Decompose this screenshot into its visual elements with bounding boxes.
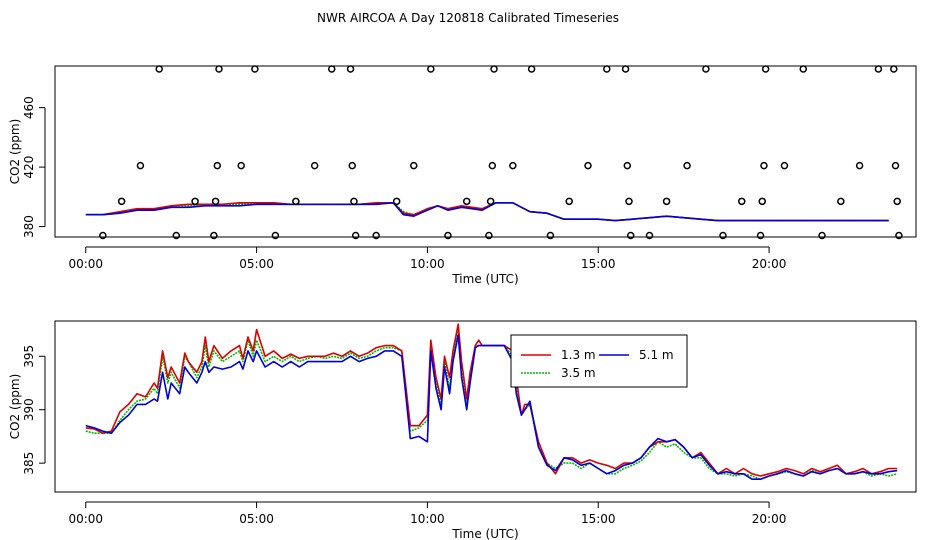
legend-label-1-3-m: 1.3 m xyxy=(561,348,596,362)
data-point xyxy=(621,65,630,73)
series-line-1-3-m xyxy=(85,323,898,477)
data-point xyxy=(191,197,199,206)
data-point xyxy=(410,161,418,170)
data-point xyxy=(350,197,358,206)
data-point xyxy=(799,65,807,73)
x-tick-label: 15:00 xyxy=(581,257,616,271)
data-point xyxy=(584,161,592,170)
panel-top: 00:00 05:00 10:00 15:00 20:00 Time (UTC) 380 42… xyxy=(8,65,917,286)
data-point xyxy=(211,197,220,206)
x-tick-label: 15:00 xyxy=(581,512,616,526)
legend: 1.3 m 3.5 m 5.1 m xyxy=(510,334,688,388)
data-point xyxy=(780,161,789,170)
data-point xyxy=(891,161,900,170)
data-point xyxy=(683,161,691,170)
y-tick-label: 380 xyxy=(22,215,36,238)
x-axis-label: Time (UTC) xyxy=(451,272,518,286)
data-point xyxy=(210,231,218,240)
data-point xyxy=(702,65,710,73)
x-tick-label: 00:00 xyxy=(68,512,103,526)
data-point xyxy=(761,65,770,73)
data-point xyxy=(372,231,380,240)
y-tick-label: 420 xyxy=(22,156,36,179)
plot-frame xyxy=(54,65,917,238)
data-point xyxy=(509,161,517,170)
y-tick-label: 460 xyxy=(22,96,36,119)
legend-box xyxy=(510,334,688,388)
data-point xyxy=(328,65,336,73)
data-point xyxy=(172,231,181,240)
data-point xyxy=(756,231,765,240)
data-point xyxy=(490,65,498,73)
data-point xyxy=(893,197,901,206)
y-tick-label: 390 xyxy=(22,398,36,421)
data-point xyxy=(486,197,495,206)
figure-title: NWR AIRCOA A Day 120818 Calibrated Times… xyxy=(317,11,619,25)
x-axis-label: Time (UTC) xyxy=(451,527,518,540)
data-point xyxy=(603,65,611,73)
y-axis-label: CO2 (ppm) xyxy=(8,119,22,185)
data-point xyxy=(488,161,497,170)
data-point xyxy=(237,161,245,170)
x-tick-label: 05:00 xyxy=(239,512,274,526)
data-point xyxy=(310,161,319,170)
legend-label-3-5-m: 3.5 m xyxy=(561,366,596,380)
data-point xyxy=(874,65,883,73)
data-point xyxy=(626,231,635,240)
x-tick-label: 10:00 xyxy=(410,512,445,526)
legend-label-5-1-m: 5.1 m xyxy=(639,348,674,362)
data-point xyxy=(623,161,632,170)
data-point xyxy=(527,65,536,73)
series-line-5-1-m xyxy=(85,334,898,481)
data-point xyxy=(855,161,864,170)
plot-frame xyxy=(54,320,917,493)
data-point xyxy=(818,231,826,240)
y-tick-label: 385 xyxy=(22,452,36,475)
x-tick-label: 00:00 xyxy=(68,257,103,271)
data-point xyxy=(625,197,633,206)
data-point xyxy=(215,65,223,73)
data-point xyxy=(292,197,300,206)
data-point xyxy=(427,65,435,73)
data-point xyxy=(99,231,107,240)
data-point xyxy=(392,197,401,206)
data-point xyxy=(462,197,471,206)
x-tick-label: 20:00 xyxy=(752,512,787,526)
data-point xyxy=(348,161,356,170)
data-point xyxy=(444,231,452,240)
data-point xyxy=(251,65,259,73)
data-point xyxy=(645,231,654,240)
data-point xyxy=(485,231,493,240)
data-point xyxy=(136,161,145,170)
data-point xyxy=(271,231,280,240)
series-line-5-1-m xyxy=(85,202,889,222)
data-point xyxy=(565,197,573,206)
x-tick-label: 10:00 xyxy=(410,257,445,271)
data-point xyxy=(117,197,126,206)
data-point xyxy=(758,197,766,206)
data-point xyxy=(213,161,222,170)
data-point xyxy=(155,65,163,73)
data-point xyxy=(837,197,845,206)
panel-bottom: 00:00 05:00 10:00 15:00 20:00 Time (UTC) 385 39… xyxy=(8,320,917,540)
y-axis-label: CO2 (ppm) xyxy=(8,374,22,440)
data-point xyxy=(346,65,355,73)
series-line-3-5-m xyxy=(85,328,898,481)
y-tick-label: 395 xyxy=(22,345,36,368)
x-tick-label: 20:00 xyxy=(752,257,787,271)
data-point xyxy=(351,231,360,240)
data-point xyxy=(895,231,903,240)
data-point xyxy=(546,231,555,240)
data-point xyxy=(738,197,746,206)
data-point xyxy=(890,65,898,73)
data-point xyxy=(719,231,727,240)
data-point xyxy=(760,161,768,170)
x-tick-label: 05:00 xyxy=(239,257,274,271)
data-point xyxy=(662,197,671,206)
